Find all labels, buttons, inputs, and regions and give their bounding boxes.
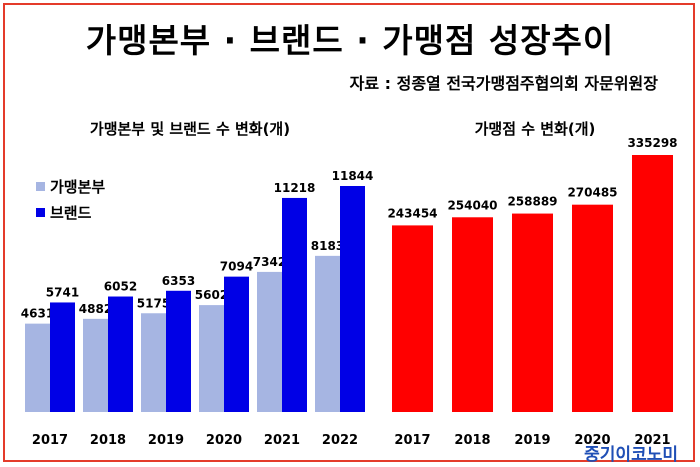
data-label: 6353 xyxy=(162,274,195,288)
data-label: 243454 xyxy=(387,206,437,220)
data-label: 335298 xyxy=(627,136,677,150)
bar-brand-2017 xyxy=(50,302,75,412)
bar-franchisor-2022 xyxy=(315,255,340,412)
data-label: 5741 xyxy=(46,285,79,299)
data-label: 6052 xyxy=(104,280,137,294)
right-chart-title: 가맹점 수 변화(개) xyxy=(474,120,596,138)
page-title: 가맹본부 · 브랜드 · 가맹점 성장추이 xyxy=(85,21,615,60)
bar-stores-2019 xyxy=(512,213,553,412)
bar-brand-2019 xyxy=(166,290,191,412)
data-label: 7342 xyxy=(253,255,286,269)
bar-franchisor-2021 xyxy=(257,271,282,412)
x-tick-label: 2019 xyxy=(148,433,184,448)
x-tick-label: 2022 xyxy=(322,433,358,448)
bar-franchisor-2017 xyxy=(25,323,50,412)
x-tick-label: 2020 xyxy=(574,433,610,448)
bar-stores-2018 xyxy=(452,217,493,412)
data-label: 4631 xyxy=(21,307,54,321)
data-label: 5175 xyxy=(137,296,170,310)
data-label: 4882 xyxy=(79,302,112,316)
bar-stores-2020 xyxy=(572,204,613,412)
x-tick-label: 2017 xyxy=(32,433,68,448)
legend-label: 가맹본부 xyxy=(50,178,105,196)
left-chart-title: 가맹본부 및 브랜드 수 변화(개) xyxy=(89,120,291,138)
publisher-logo: 중기이코노미 xyxy=(584,445,678,465)
data-label: 254040 xyxy=(447,198,497,212)
bar-brand-2021 xyxy=(282,197,307,412)
x-tick-label: 2019 xyxy=(514,433,550,448)
legend-label: 브랜드 xyxy=(50,204,92,222)
bar-brand-2018 xyxy=(108,296,133,412)
bar-brand-2020 xyxy=(224,276,249,412)
bar-stores-2021 xyxy=(632,155,673,412)
data-label: 8183 xyxy=(311,239,344,253)
bar-stores-2017 xyxy=(392,225,433,412)
data-label: 258889 xyxy=(507,195,557,209)
data-label: 11218 xyxy=(274,181,316,195)
bar-franchisor-2018 xyxy=(83,318,108,412)
source-note: 자료 : 정종열 전국가맹점주협의회 자문위원장 xyxy=(349,74,658,93)
x-tick-label: 2021 xyxy=(634,433,670,448)
bar-franchisor-2020 xyxy=(199,305,224,412)
data-label: 11844 xyxy=(332,169,374,183)
x-tick-label: 2018 xyxy=(454,433,490,448)
legend-swatch-franchisor xyxy=(36,182,45,191)
x-tick-label: 2017 xyxy=(394,433,430,448)
data-label: 7094 xyxy=(220,260,253,274)
x-tick-label: 2020 xyxy=(206,433,242,448)
bar-brand-2022 xyxy=(340,186,365,412)
x-tick-label: 2018 xyxy=(90,433,126,448)
x-tick-label: 2021 xyxy=(264,433,300,448)
legend-swatch-brand xyxy=(36,208,45,217)
bar-franchisor-2019 xyxy=(141,313,166,412)
data-label: 270485 xyxy=(567,186,617,200)
data-label: 5602 xyxy=(195,288,228,302)
